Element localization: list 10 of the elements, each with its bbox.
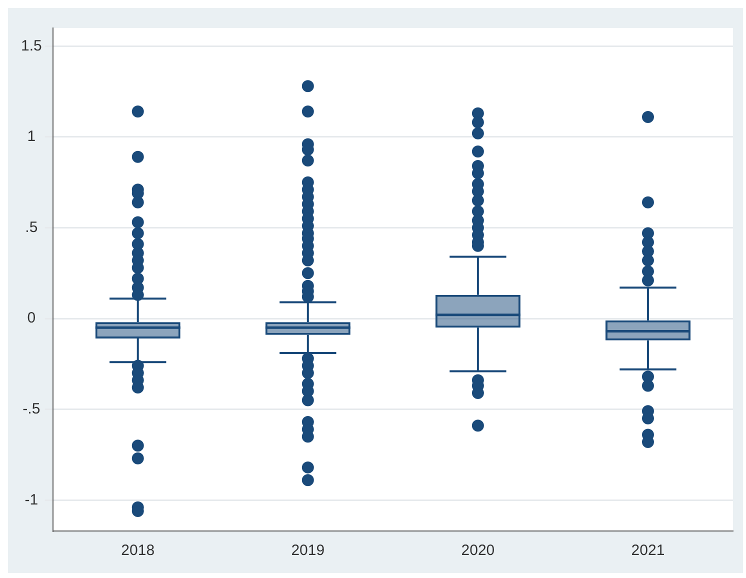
x-tick-label: 2021 [631, 542, 665, 560]
y-tick-label: -1 [24, 491, 38, 508]
y-tick-label: -.5 [22, 400, 40, 418]
x-tick-label: 2018 [121, 542, 155, 560]
y-tick-label: .5 [25, 218, 38, 236]
y-tick-label: 1 [27, 128, 36, 146]
y-tick-label: 1.5 [20, 37, 42, 54]
x-tick-label: 2019 [291, 542, 325, 560]
y-tick-label: 0 [27, 310, 36, 327]
x-tick-label: 2020 [461, 542, 495, 560]
